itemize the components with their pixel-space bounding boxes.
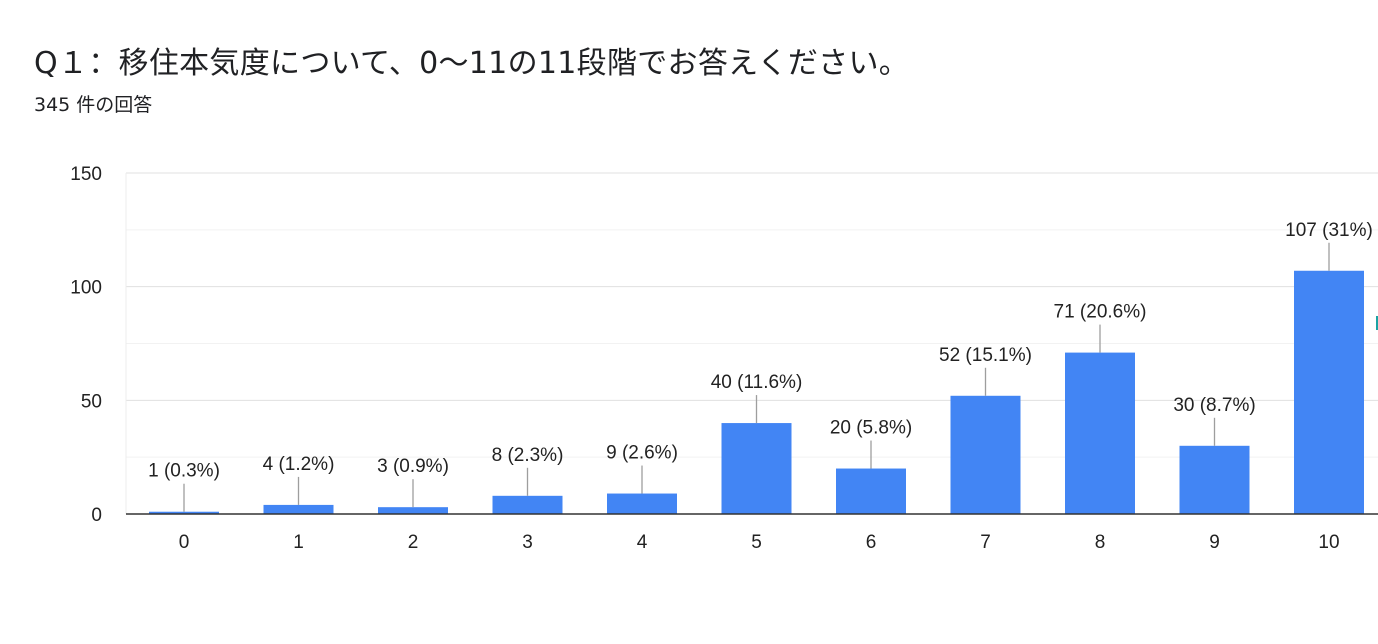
y-tick-label: 100: [70, 278, 102, 299]
page-title: Q１：移住本気度について、0〜11の11段階でお答えください。: [34, 46, 910, 81]
bar-9: [1179, 445, 1250, 514]
x-tick-label: 0: [179, 532, 190, 553]
data-label: 1 (0.3%): [148, 461, 220, 482]
bar-5: [721, 423, 792, 514]
x-tick-label: 2: [408, 532, 419, 553]
x-tick-label: 1: [293, 532, 304, 553]
bar-1: [263, 504, 334, 514]
data-label: 20 (5.8%): [830, 418, 912, 439]
data-label: 4 (1.2%): [263, 454, 335, 475]
bar-8: [1065, 352, 1135, 514]
data-label: 8 (2.3%): [492, 445, 564, 466]
bar-10: [1294, 270, 1364, 514]
bar-6: [836, 468, 906, 514]
data-label: 52 (15.1%): [939, 345, 1032, 366]
y-tick-label: 50: [81, 391, 102, 412]
data-label: 9 (2.6%): [606, 443, 678, 464]
bar-4: [607, 493, 677, 514]
x-tick-label: 5: [751, 532, 762, 553]
x-tick-label: 8: [1095, 532, 1106, 553]
bar-3: [492, 495, 563, 514]
x-tick-label: 10: [1318, 532, 1339, 553]
data-label: 3 (0.9%): [377, 456, 449, 477]
bar-2: [378, 507, 448, 514]
bar-7: [950, 395, 1021, 514]
bar-0: [149, 511, 219, 514]
x-tick-label: 6: [866, 532, 877, 553]
data-label: 107 (31%): [1285, 220, 1373, 241]
x-tick-label: 7: [980, 532, 991, 553]
x-tick-label: 4: [637, 532, 648, 553]
y-tick-label: 0: [91, 505, 102, 526]
response-count: 345 件の回答: [34, 94, 153, 116]
y-tick-label: 150: [70, 164, 102, 185]
x-tick-label: 3: [522, 532, 533, 553]
x-tick-label: 9: [1209, 532, 1220, 553]
data-label: 71 (20.6%): [1054, 302, 1147, 323]
data-label: 30 (8.7%): [1173, 395, 1255, 416]
data-label: 40 (11.6%): [711, 372, 803, 393]
